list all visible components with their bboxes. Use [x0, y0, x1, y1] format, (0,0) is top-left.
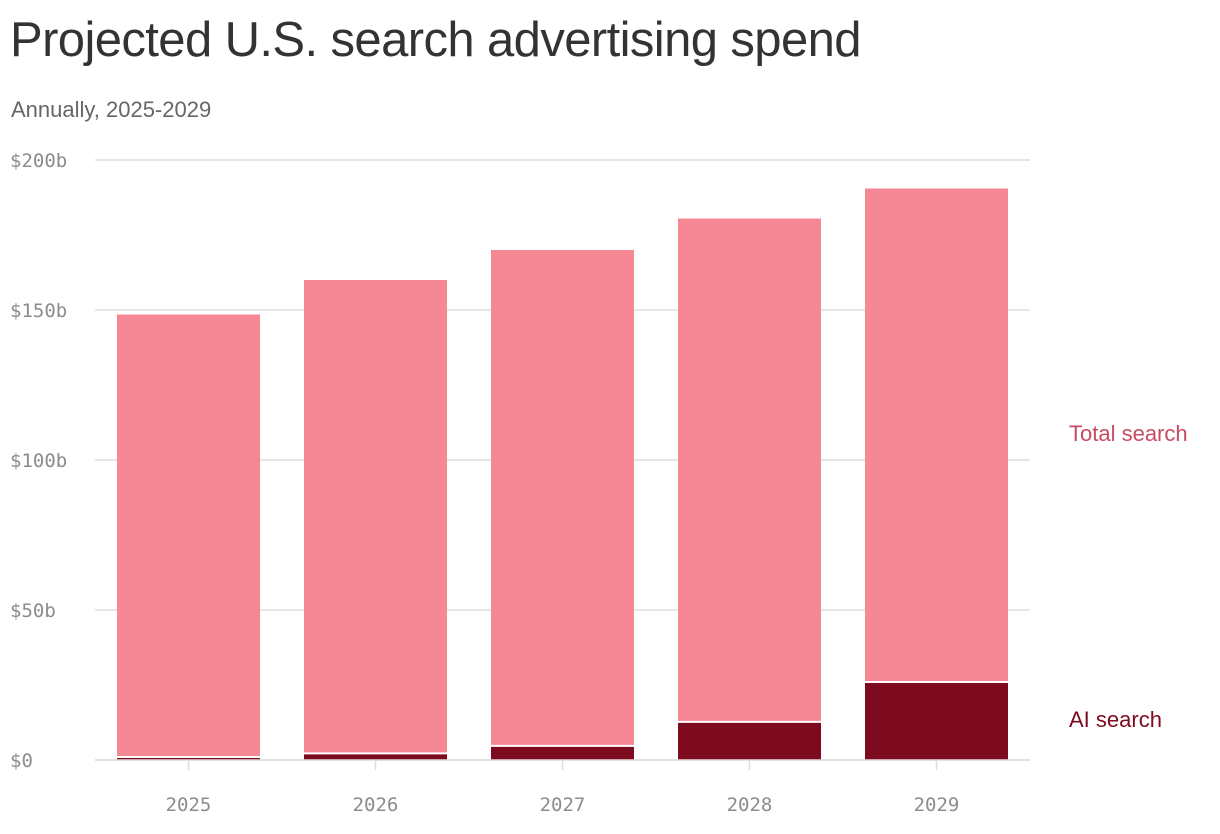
bar-ai-search-2027	[491, 745, 634, 760]
x-tick-label: 2025	[166, 794, 212, 816]
y-tick-label: $150b	[10, 300, 67, 322]
y-tick-label: $100b	[10, 450, 67, 472]
x-tick-label: 2028	[727, 794, 773, 816]
bar-total-search-2028	[678, 218, 821, 760]
x-axis-ticks: 2025 2026 2027 2028 2029	[95, 759, 1030, 816]
bar-ai-search-2028	[678, 721, 821, 760]
bar-total-search-2027	[491, 250, 634, 760]
bar-ai-search-2025	[117, 757, 260, 760]
series-label-total-search: Total search	[1069, 421, 1188, 446]
series-label-ai-search: AI search	[1069, 707, 1162, 732]
x-tick-label: 2026	[353, 794, 399, 816]
bar-total-search-2026	[304, 280, 447, 760]
bar-ai-search-2029	[865, 682, 1008, 760]
x-tick-label: 2029	[914, 794, 960, 816]
y-tick-label: $50b	[10, 600, 56, 622]
y-tick-label: $0	[10, 750, 33, 772]
chart-subtitle: Annually, 2025-2029	[11, 97, 212, 122]
y-tick-label: $200b	[10, 150, 67, 172]
bar-total-search-2029	[865, 188, 1008, 760]
chart-title: Projected U.S. search advertising spend	[10, 13, 862, 67]
x-tick-label: 2027	[540, 794, 586, 816]
bar-total-search-2025	[117, 314, 260, 760]
bar-ai-search-2026	[304, 753, 447, 760]
bars	[117, 188, 1008, 760]
y-axis-ticks: $0 $50b $100b $150b $200b	[10, 150, 67, 772]
